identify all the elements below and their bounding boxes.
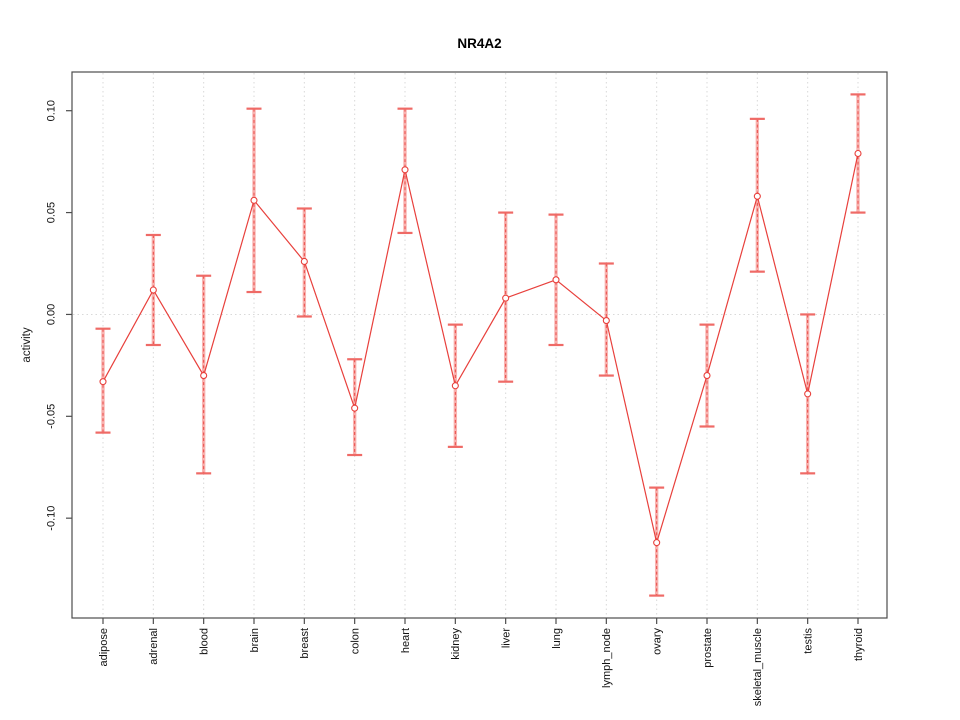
svg-text:heart: heart <box>400 628 412 653</box>
series-line <box>102 153 859 545</box>
x-axis-ticks: adipose adrenal blood brain breast colon heart… <box>98 618 865 706</box>
svg-text:ovary: ovary <box>651 628 663 655</box>
svg-text:lung: lung <box>551 628 563 649</box>
svg-text:colon: colon <box>349 628 361 654</box>
svg-text:liver: liver <box>500 628 512 649</box>
svg-text:breast: breast <box>299 628 311 659</box>
y-axis-label: activity <box>21 327 33 362</box>
svg-text:lymph_node: lymph_node <box>601 628 613 688</box>
svg-text:prostate: prostate <box>702 628 714 668</box>
error-bars <box>95 93 866 597</box>
svg-text:adrenal: adrenal <box>148 628 160 665</box>
svg-text:0.05: 0.05 <box>46 202 58 223</box>
svg-text:-0.10: -0.10 <box>46 506 58 531</box>
svg-text:adipose: adipose <box>98 628 110 667</box>
svg-text:thyroid: thyroid <box>853 628 865 661</box>
svg-text:testis: testis <box>802 628 814 654</box>
data-point-markers <box>99 149 862 547</box>
svg-text:kidney: kidney <box>450 628 462 660</box>
svg-text:blood: blood <box>198 628 210 655</box>
svg-text:0.10: 0.10 <box>46 100 58 121</box>
svg-text:skeletal_muscle: skeletal_muscle <box>752 628 764 706</box>
svg-text:0.00: 0.00 <box>46 304 58 325</box>
svg-text:-0.05: -0.05 <box>46 404 58 429</box>
svg-text:brain: brain <box>249 628 261 652</box>
plot-border <box>71 71 888 619</box>
gridlines <box>102 73 859 617</box>
y-axis-ticks: 0.10 0.05 0.00 -0.05 -0.10 <box>46 100 72 531</box>
chart-title: NR4A2 <box>457 36 501 51</box>
